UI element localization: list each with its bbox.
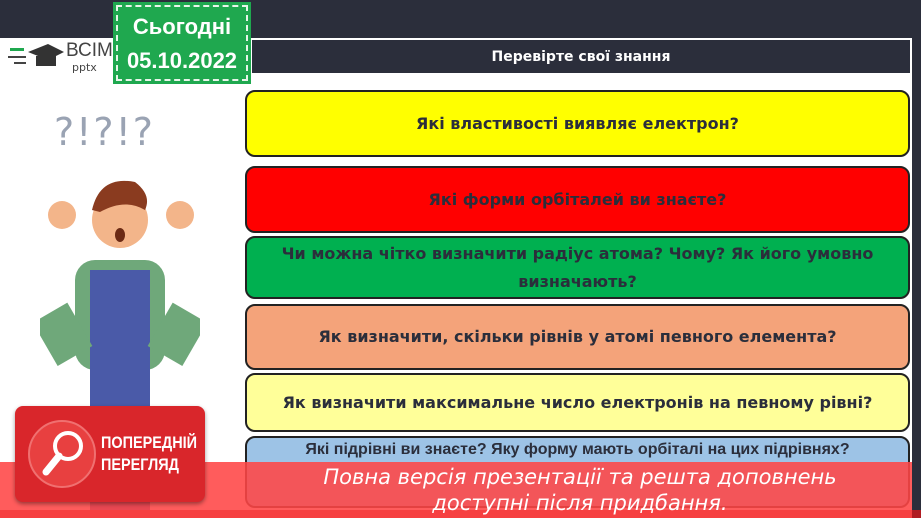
logo: ВСІМ pptx bbox=[8, 40, 113, 76]
graduation-cap-icon bbox=[8, 44, 64, 66]
preview-badge[interactable]: ПОПЕРЕДНІЙ ПЕРЕГЛЯД bbox=[15, 406, 205, 502]
magnifier-icon bbox=[28, 420, 96, 488]
date-badge: Сьогодні 05.10.2022 bbox=[113, 2, 251, 84]
slide-title: Перевірте свої знання bbox=[252, 40, 910, 73]
surprised-person-illustration: ?!?!? bbox=[40, 110, 200, 510]
question-1: Які властивості виявляє електрон? bbox=[245, 90, 910, 157]
question-3: Чи можна чітко визначити радіус атома? Ч… bbox=[245, 236, 910, 299]
question-5: Як визначити максимальне число електроні… bbox=[245, 373, 910, 432]
question-4: Як визначити, скільки рівнів у атомі пев… bbox=[245, 304, 910, 370]
question-2: Які форми орбіталей ви знаєте? bbox=[245, 166, 910, 233]
